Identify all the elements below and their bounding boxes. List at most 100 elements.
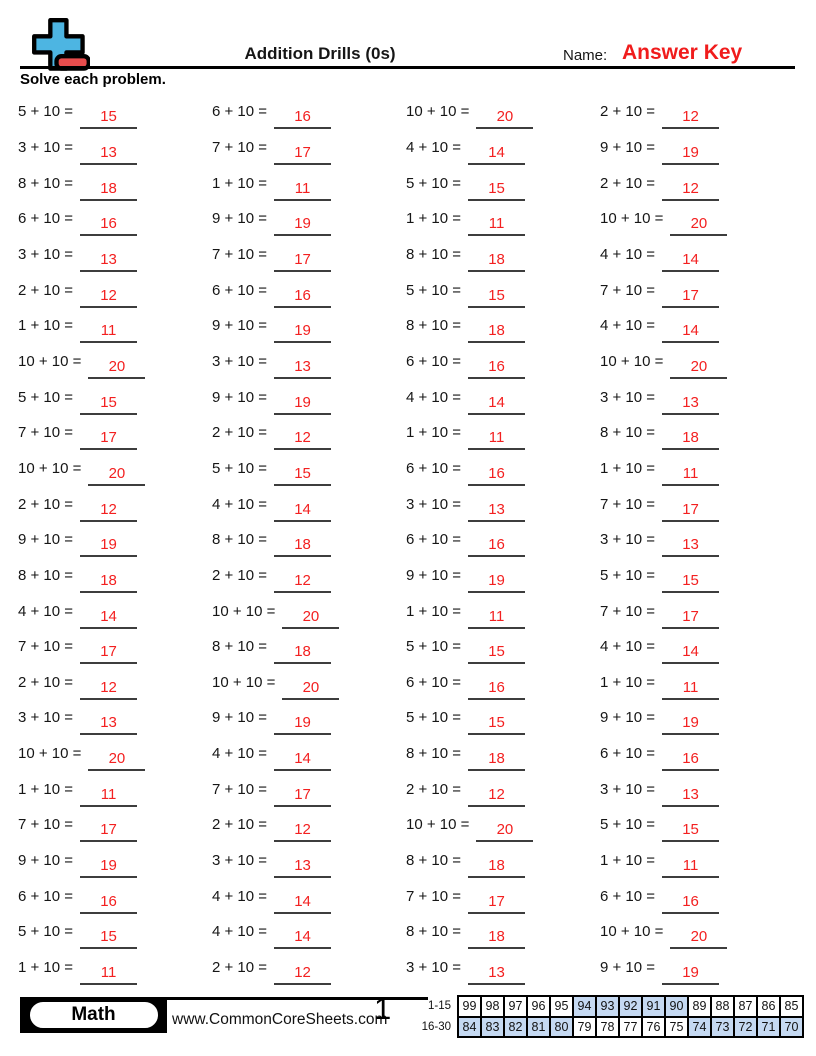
problem-expression: 1 + 10 = bbox=[406, 210, 462, 228]
answer-blank: 15 bbox=[80, 103, 138, 130]
answer-value: 17 bbox=[294, 143, 311, 161]
problem: 1 + 10 = 11 bbox=[18, 950, 212, 986]
answer-value: 11 bbox=[100, 322, 117, 340]
answer-value: 19 bbox=[682, 143, 699, 161]
answer-blank: 20 bbox=[476, 816, 534, 843]
answer-value: 19 bbox=[294, 714, 311, 732]
answer-blank: 17 bbox=[468, 888, 526, 914]
problem-expression: 5 + 10 = bbox=[406, 638, 462, 656]
answer-value: 15 bbox=[294, 464, 311, 482]
answer-blank: 13 bbox=[662, 389, 720, 415]
problem: 9 + 10 = 19 bbox=[600, 700, 794, 736]
problem-expression: 9 + 10 = bbox=[212, 388, 268, 406]
problem-expression: 8 + 10 = bbox=[18, 566, 74, 584]
grading-score-cell: 76 bbox=[641, 1015, 666, 1038]
problem-column: 6 + 10 = 16 7 + 10 = 17 1 + 10 = 11 9 + 10 = 19… bbox=[212, 94, 406, 986]
problem: 1 + 10 = 11 bbox=[600, 843, 794, 879]
problem: 7 + 10 = 17 bbox=[600, 486, 794, 522]
answer-value: 15 bbox=[488, 286, 505, 304]
grading-score-cell: 77 bbox=[618, 1015, 643, 1038]
answer-value: 11 bbox=[682, 464, 699, 482]
problem: 8 + 10 = 18 bbox=[406, 237, 600, 273]
problem: 4 + 10 = 14 bbox=[406, 130, 600, 166]
answer-blank: 19 bbox=[662, 139, 720, 165]
problem-column: 2 + 10 = 12 9 + 10 = 19 2 + 10 = 12 10 + 10 = 2… bbox=[600, 94, 794, 986]
problem-expression: 9 + 10 = bbox=[18, 531, 74, 549]
answer-value: 12 bbox=[682, 108, 699, 126]
answer-blank: 15 bbox=[662, 816, 720, 843]
problem-expression: 4 + 10 = bbox=[212, 745, 268, 763]
answer-value: 12 bbox=[100, 286, 117, 304]
problem-expression: 2 + 10 = bbox=[406, 780, 462, 798]
answer-blank: 11 bbox=[468, 603, 526, 629]
answer-blank: 19 bbox=[274, 709, 332, 736]
problem: 4 + 10 = 14 bbox=[600, 237, 794, 273]
answer-blank: 17 bbox=[80, 638, 138, 665]
grading-score-cell: 89 bbox=[687, 995, 712, 1018]
answer-blank: 18 bbox=[80, 175, 138, 201]
answer-value: 14 bbox=[294, 928, 311, 946]
answer-blank: 18 bbox=[468, 246, 526, 272]
problem: 8 + 10 = 18 bbox=[18, 558, 212, 594]
problem-expression: 9 + 10 = bbox=[600, 138, 656, 156]
answer-blank: 20 bbox=[88, 460, 146, 486]
problem: 4 + 10 = 14 bbox=[406, 379, 600, 415]
answer-blank: 19 bbox=[80, 531, 138, 558]
answer-blank: 12 bbox=[662, 103, 720, 130]
header-divider bbox=[20, 66, 795, 69]
answer-blank: 17 bbox=[80, 424, 138, 451]
grading-score-cell: 90 bbox=[664, 995, 689, 1018]
answer-value: 17 bbox=[294, 785, 311, 803]
problem-expression: 3 + 10 = bbox=[600, 780, 656, 798]
problem: 10 + 10 = 20 bbox=[406, 807, 600, 843]
answer-value: 13 bbox=[100, 714, 117, 732]
answer-value: 19 bbox=[100, 536, 117, 554]
problem: 3 + 10 = 13 bbox=[212, 344, 406, 380]
problem-expression: 2 + 10 = bbox=[212, 424, 268, 442]
problem: 1 + 10 = 11 bbox=[406, 415, 600, 451]
problem-expression: 2 + 10 = bbox=[212, 566, 268, 584]
problem-expression: 7 + 10 = bbox=[18, 638, 74, 656]
problem: 8 + 10 = 18 bbox=[406, 308, 600, 344]
grading-score-cell: 83 bbox=[480, 1015, 505, 1038]
problem: 9 + 10 = 19 bbox=[212, 700, 406, 736]
answer-value: 16 bbox=[100, 215, 117, 233]
problem-expression: 5 + 10 = bbox=[406, 709, 462, 727]
problem-expression: 8 + 10 = bbox=[406, 923, 462, 941]
answer-blank: 13 bbox=[468, 959, 526, 986]
problem: 6 + 10 = 16 bbox=[406, 522, 600, 558]
answer-blank: 19 bbox=[662, 959, 720, 986]
answer-blank: 16 bbox=[662, 745, 720, 772]
problem-expression: 8 + 10 = bbox=[406, 852, 462, 870]
problem: 8 + 10 = 18 bbox=[600, 415, 794, 451]
answer-blank: 15 bbox=[468, 282, 526, 308]
answer-value: 11 bbox=[682, 678, 699, 696]
problem: 2 + 10 = 12 bbox=[212, 807, 406, 843]
answer-value: 13 bbox=[100, 250, 117, 268]
answer-blank: 12 bbox=[274, 567, 332, 593]
answer-value: 11 bbox=[100, 964, 117, 982]
answer-blank: 14 bbox=[468, 139, 526, 165]
answer-value: 13 bbox=[488, 964, 505, 982]
answer-value: 13 bbox=[294, 357, 311, 375]
answer-value: 15 bbox=[100, 928, 117, 946]
answer-blank: 12 bbox=[80, 674, 138, 700]
answer-value: 15 bbox=[100, 108, 117, 126]
answer-value: 12 bbox=[488, 785, 505, 803]
grading-score-cell: 86 bbox=[756, 995, 781, 1018]
answer-value: 17 bbox=[100, 821, 117, 839]
problem: 4 + 10 = 14 bbox=[600, 308, 794, 344]
problem-expression: 3 + 10 = bbox=[18, 138, 74, 156]
problem-expression: 2 + 10 = bbox=[18, 673, 74, 691]
answer-value: 11 bbox=[294, 179, 311, 197]
grading-score-cell: 97 bbox=[503, 995, 528, 1018]
problem-expression: 1 + 10 = bbox=[18, 959, 74, 977]
answer-value: 18 bbox=[682, 429, 699, 447]
problem-expression: 9 + 10 = bbox=[406, 566, 462, 584]
answer-value: 18 bbox=[294, 536, 311, 554]
answer-value: 13 bbox=[682, 785, 699, 803]
instructions-text: Solve each problem. bbox=[20, 71, 166, 88]
answer-value: 17 bbox=[100, 429, 117, 447]
answer-blank: 11 bbox=[274, 175, 332, 201]
problem: 8 + 10 = 18 bbox=[18, 165, 212, 201]
